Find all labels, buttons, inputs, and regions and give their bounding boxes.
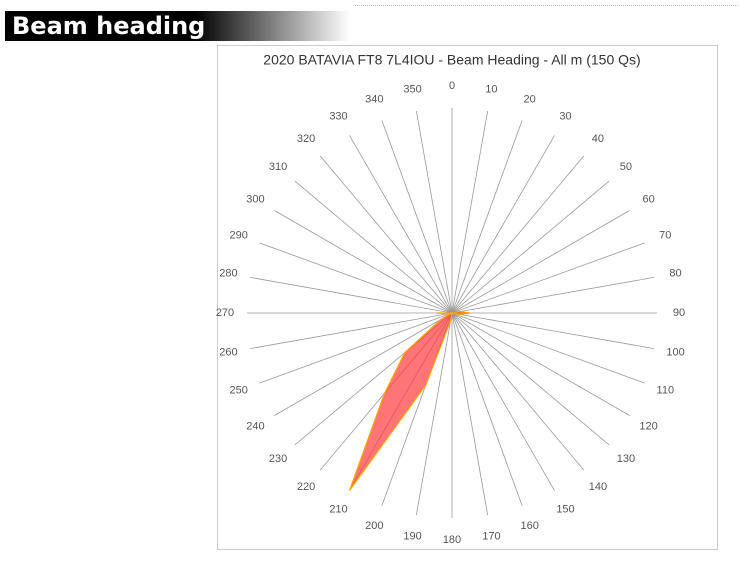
chart-title: 2020 BATAVIA FT8 7L4IOU - Beam Heading -… xyxy=(263,52,640,68)
angle-label: 20 xyxy=(524,94,536,106)
angle-label: 320 xyxy=(297,133,315,145)
angle-label: 350 xyxy=(403,83,421,95)
spoke xyxy=(451,135,555,314)
chart-frame xyxy=(217,45,718,550)
angle-label: 160 xyxy=(520,520,538,532)
angle-label: 340 xyxy=(365,94,383,106)
spoke xyxy=(259,242,453,314)
angle-label: 150 xyxy=(556,503,574,515)
angle-label: 170 xyxy=(482,530,500,542)
radar-area xyxy=(348,311,471,491)
angle-label: 210 xyxy=(329,503,347,515)
spoke xyxy=(319,155,453,314)
angle-label: 330 xyxy=(329,110,347,122)
spoke xyxy=(451,120,523,314)
angle-label: 270 xyxy=(216,307,234,319)
angle-label: 40 xyxy=(592,133,604,145)
spoke xyxy=(381,120,453,314)
spoke xyxy=(250,312,453,349)
angle-label: 90 xyxy=(673,307,685,319)
spoke xyxy=(259,312,453,384)
spoke xyxy=(451,111,488,314)
spoke xyxy=(274,210,453,314)
spoke xyxy=(451,312,610,446)
spoke xyxy=(451,312,630,416)
spoke xyxy=(274,312,453,416)
spoke xyxy=(349,135,453,314)
spoke xyxy=(451,180,610,314)
angle-label: 260 xyxy=(219,346,237,358)
angle-label: 50 xyxy=(620,161,632,173)
angle-label: 110 xyxy=(657,385,675,397)
spoke xyxy=(451,155,585,314)
spoke xyxy=(451,210,630,314)
angle-label: 130 xyxy=(617,453,635,465)
angle-label: 30 xyxy=(559,110,571,122)
angle-label: 200 xyxy=(365,520,383,532)
angle-label: 290 xyxy=(230,229,248,241)
spoke xyxy=(294,180,453,314)
spoke xyxy=(451,312,645,384)
angle-label: 80 xyxy=(669,267,681,279)
angle-label: 60 xyxy=(642,193,654,205)
spoke xyxy=(451,312,488,515)
header: Beam heading xyxy=(5,11,350,41)
angle-label: 250 xyxy=(230,385,248,397)
spoke xyxy=(451,312,654,349)
angle-label: 220 xyxy=(297,481,315,493)
angle-label: 240 xyxy=(246,420,264,432)
angle-label: 300 xyxy=(246,193,264,205)
spoke xyxy=(451,312,555,491)
angle-label: 100 xyxy=(666,346,684,358)
spoke xyxy=(250,277,453,314)
angle-label: 0 xyxy=(449,80,455,92)
angle-label: 70 xyxy=(659,229,671,241)
angle-label: 180 xyxy=(443,534,461,546)
spoke xyxy=(451,242,645,314)
angle-label: 10 xyxy=(485,83,497,95)
angle-label: 140 xyxy=(589,481,607,493)
spoke xyxy=(451,312,523,506)
spoke xyxy=(451,312,585,471)
angle-label: 120 xyxy=(639,420,657,432)
header-title: Beam heading xyxy=(12,12,206,40)
divider xyxy=(355,5,738,6)
angle-label: 280 xyxy=(219,267,237,279)
spoke xyxy=(416,111,453,314)
angle-label: 190 xyxy=(403,530,421,542)
spoke xyxy=(416,312,453,515)
angle-label: 230 xyxy=(269,453,287,465)
spoke xyxy=(451,277,654,314)
angle-label: 310 xyxy=(269,161,287,173)
